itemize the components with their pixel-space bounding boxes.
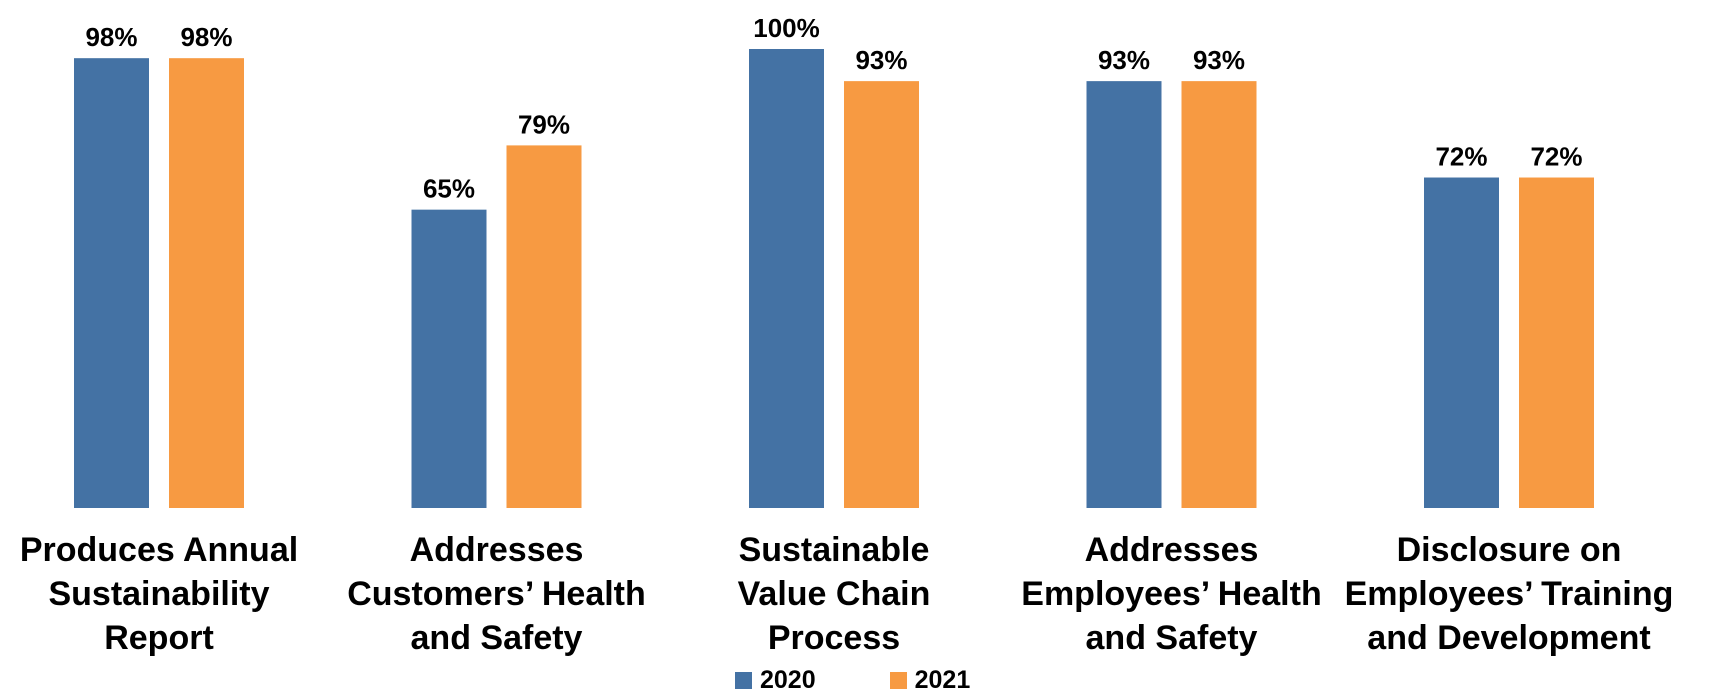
bar-2020-cat-4 xyxy=(1424,177,1499,508)
value-label-2020-cat-4: 72% xyxy=(1435,142,1487,172)
value-label-2021-cat-2: 93% xyxy=(855,45,907,75)
category-label-1: Addresses Customers’ Health and Safety xyxy=(347,531,646,657)
value-label-2020-cat-0: 98% xyxy=(85,22,137,52)
value-label-2021-cat-4: 72% xyxy=(1530,142,1582,172)
legend-label-2021: 2021 xyxy=(914,666,971,694)
legend-item-2021: 2021 xyxy=(889,666,971,694)
value-label-2020-cat-3: 93% xyxy=(1098,45,1150,75)
bar-2020-cat-3 xyxy=(1086,81,1162,508)
value-label-2021-cat-0: 98% xyxy=(180,22,232,52)
category-label-2: Sustainable Value Chain Process xyxy=(737,531,931,657)
category-label-0: Produces Annual Sustainability Report xyxy=(19,531,299,657)
legend-swatch-2020 xyxy=(735,671,752,689)
bar-2021-cat-3 xyxy=(1181,81,1257,508)
value-label-2021-cat-3: 93% xyxy=(1193,45,1245,75)
legend-item-2020: 2020 xyxy=(735,666,816,694)
value-label-2020-cat-1: 65% xyxy=(423,174,475,204)
category-label-4: Disclosure on Employees’ Training and De… xyxy=(1344,531,1674,657)
bar-2020-cat-2 xyxy=(749,49,824,508)
bar-2020-cat-1 xyxy=(411,209,487,508)
value-label-2020-cat-2: 100% xyxy=(753,13,820,43)
bar-2021-cat-2 xyxy=(844,81,919,508)
legend-swatch-2021 xyxy=(889,671,907,689)
category-label-3: Addresses Employees’ Health and Safety xyxy=(1021,531,1322,657)
bar-2020-cat-0 xyxy=(74,58,149,509)
bar-2021-cat-1 xyxy=(506,145,582,508)
value-label-2021-cat-1: 79% xyxy=(518,109,570,139)
bar-2021-cat-0 xyxy=(169,58,244,509)
legend-label-2020: 2020 xyxy=(760,666,816,694)
legend: 2020 2021 xyxy=(735,666,970,694)
bar-2021-cat-4 xyxy=(1519,177,1594,508)
